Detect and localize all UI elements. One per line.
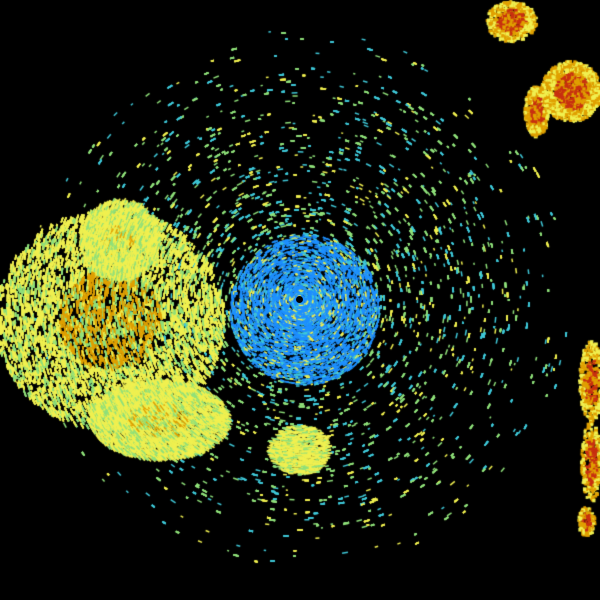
radar-site-marker	[296, 296, 303, 303]
